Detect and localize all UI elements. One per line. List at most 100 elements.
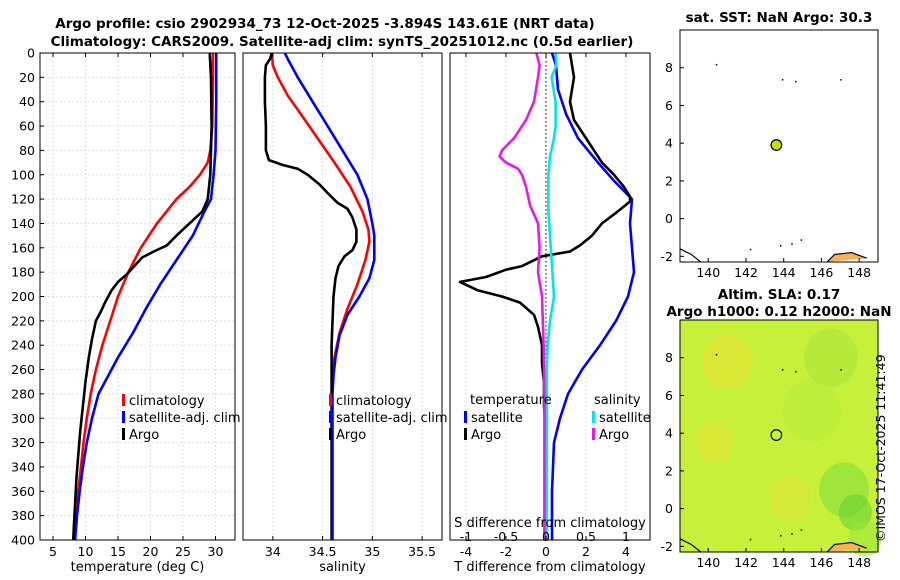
x-tick-label: 146 — [809, 555, 833, 570]
difference-profile-panel: -4 -2 0 2 4T difference from climatology S di… — [449, 52, 651, 575]
x-tick-label: 142 — [734, 555, 758, 570]
top-tick-label: 0.5 — [576, 529, 596, 544]
island-dot — [781, 79, 784, 81]
series-line-t-argo — [458, 52, 632, 540]
island-dot — [779, 535, 782, 537]
y-tick-label: 260 — [11, 362, 35, 377]
series-line-argo — [71, 52, 213, 541]
series-line-climatology — [73, 53, 215, 541]
legend-label: satellite-adj. clim — [129, 411, 241, 426]
y-tick-label: -2 — [661, 249, 673, 264]
island-dot — [800, 529, 803, 531]
x-axis-label: T difference from climatology — [453, 560, 646, 575]
y-tick-label: 60 — [19, 119, 35, 134]
y-tick-label: 100 — [11, 167, 35, 182]
legend-label: Argo — [129, 428, 159, 443]
island-dot — [795, 80, 797, 83]
y-tick-label: 0 — [665, 211, 673, 226]
top-tick-label: -1 — [460, 529, 472, 544]
title-block: Argo profile: csio 2902934_73 12-Oct-202… — [51, 16, 634, 50]
coastline — [679, 538, 702, 553]
legend-label: climatology — [336, 394, 412, 409]
series-line-satellite-adj-clim — [283, 52, 376, 394]
map-title: Altim. SLA: 0.17 — [718, 287, 840, 303]
y-tick-label: 180 — [11, 265, 35, 280]
y-tick-label: 4 — [665, 136, 673, 151]
x-axis-label: salinity — [319, 560, 366, 575]
x-tick-label: -4 — [460, 544, 473, 559]
legend-label: Argo — [599, 428, 629, 443]
legend-swatch — [329, 428, 332, 440]
timestamp-stamp: ©IMOS 17-Oct-2025 11:41:49 — [873, 354, 888, 542]
legend-swatch — [122, 411, 125, 423]
x-tick-label: 144 — [772, 555, 796, 570]
series-line-s-satellite — [545, 52, 558, 540]
x-tick-label: 2 — [582, 544, 590, 559]
axes-frame — [679, 319, 879, 553]
sst-map-panel: 140 142 144 146 148 -2 0 2 4 6 8 sat. SST: NaN Argo… — [661, 10, 879, 280]
legend-swatch — [464, 411, 467, 423]
y-tick-label: 4 — [665, 426, 673, 441]
top-tick-label: 0 — [542, 529, 550, 544]
island-dot — [800, 239, 803, 241]
island-dot — [795, 370, 797, 373]
x-tick-label: 25 — [175, 544, 191, 559]
y-tick-label: 20 — [19, 70, 35, 85]
series-line-t-satellite — [550, 52, 636, 540]
y-tick-label: 320 — [11, 435, 35, 450]
y-tick-label: 6 — [665, 388, 673, 403]
sla-map-panel: 140 142 144 146 148 -2 0 2 4 6 8 Altim. SLA: 0.17Ar… — [661, 287, 892, 570]
title-line1: Argo profile: csio 2902934_73 12-Oct-202… — [55, 16, 594, 32]
coastline — [826, 251, 867, 263]
map-title: sat. SST: NaN Argo: 30.3 — [686, 10, 873, 26]
x-tick-label: 148 — [847, 265, 871, 280]
y-tick-label: 400 — [11, 533, 35, 548]
island-dot — [781, 369, 784, 371]
y-tick-label: 80 — [19, 143, 35, 158]
legend-label: satellite — [599, 411, 651, 426]
x-tick-label: 30 — [208, 544, 224, 559]
x-tick-label: 20 — [143, 544, 159, 559]
y-tick-label: 280 — [11, 386, 35, 401]
legend-swatch — [122, 428, 125, 440]
x-tick-label: 148 — [847, 555, 871, 570]
y-tick-label: 340 — [11, 459, 35, 474]
legend-swatch — [329, 411, 332, 423]
x-tick-label: 35 — [364, 544, 380, 559]
y-tick-label: 6 — [665, 98, 673, 113]
y-tick-label: 240 — [11, 338, 35, 353]
top-axis-label: S difference from climatology — [454, 516, 646, 531]
legend-swatch — [464, 428, 467, 440]
y-tick-label: 2 — [665, 173, 673, 188]
title-line2: Climatology: CARS2009. Satellite-adj cli… — [51, 34, 634, 50]
y-tick-label: 160 — [11, 240, 35, 255]
y-tick-label: 8 — [665, 350, 673, 365]
series-line-satellite-adj-clim — [73, 53, 218, 541]
legend-label: Argo — [336, 428, 366, 443]
axes-frame — [242, 52, 443, 541]
x-tick-label: 140 — [696, 265, 720, 280]
y-tick-label: 2 — [665, 463, 673, 478]
y-tick-label: -2 — [661, 539, 673, 554]
y-tick-label: 40 — [19, 94, 35, 109]
y-tick-label: 0 — [27, 46, 35, 61]
argo-position-marker — [770, 429, 783, 441]
x-tick-label: 146 — [809, 265, 833, 280]
legend-label: satellite — [471, 411, 523, 426]
top-tick-label: 1 — [622, 529, 630, 544]
island-dot — [749, 248, 752, 251]
legend-label: Argo — [471, 428, 501, 443]
legend-label: satellite-adj. clim — [336, 411, 448, 426]
y-tick-label: 120 — [11, 192, 35, 207]
coastline — [826, 541, 867, 553]
y-tick-label: 8 — [665, 60, 673, 75]
y-tick-label: 0 — [665, 501, 673, 516]
coastline — [679, 248, 702, 263]
x-tick-label: 142 — [734, 265, 758, 280]
axes-frame — [679, 29, 879, 263]
sla-anomaly-patch — [782, 378, 842, 443]
series-line-argo — [263, 52, 358, 394]
island-dot — [715, 63, 718, 66]
salinity-profile-panel: 34 34.5 35 35.5 salinity climatology satellite… — [242, 52, 448, 575]
legend-swatch — [592, 428, 595, 440]
